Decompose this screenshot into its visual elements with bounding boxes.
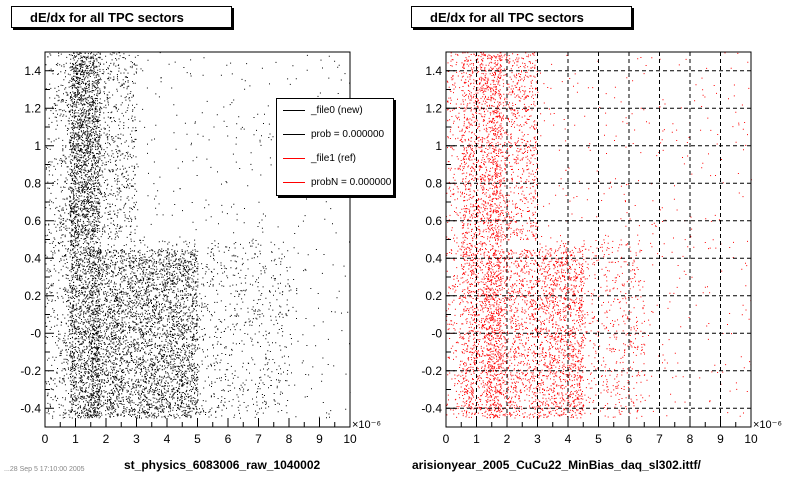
left-x-tick-label-9: 9 xyxy=(316,432,323,446)
left-x-tick-label-5: 5 xyxy=(194,432,201,446)
legend-entry-file0: _file0 (new) xyxy=(277,99,393,123)
right-y-tick-label-6: 0.8 xyxy=(425,176,442,190)
left-x-tick-label-6: 6 xyxy=(225,432,232,446)
right-y-tick-label-4: 0.4 xyxy=(425,251,442,265)
right-y-tick-label-5: 0.6 xyxy=(425,214,442,228)
left-y-tick-label-1: -0.2 xyxy=(20,364,41,378)
legend-entry-probn: probN = 0.000000 xyxy=(277,171,393,195)
right-y-tick-label-9: 1.4 xyxy=(425,64,442,78)
right-plot-area xyxy=(446,52,751,427)
right-y-tick-label-7: 1 xyxy=(435,139,442,153)
right-point-cloud xyxy=(446,52,752,419)
right-x-tick-label-2: 2 xyxy=(504,432,511,446)
legend-label-file1: _file1 (ref) xyxy=(311,153,357,164)
left-y-tick-label-3: 0.2 xyxy=(24,289,41,303)
left-point-cloud xyxy=(45,52,351,419)
right-x-tick-label-3: 3 xyxy=(534,432,541,446)
left-x-tick-label-4: 4 xyxy=(164,432,171,446)
left-y-axis: -0.4 -0.2 -0 0.2 0.4 0.6 0.8 1 1.2 1.4 xyxy=(20,64,54,415)
right-x-tick-label-0: 0 xyxy=(443,432,450,446)
right-y-axis: -0.4 -0.2 -0 0.2 0.4 0.6 0.8 1 1.2 1.4 xyxy=(421,64,455,415)
right-x-tick-label-6: 6 xyxy=(626,432,633,446)
right-y-tick-label-2: -0 xyxy=(431,326,442,340)
left-x-tick-label-7: 7 xyxy=(255,432,262,446)
legend-box[interactable]: _file0 (new) prob = 0.000000 _file1 (ref… xyxy=(276,98,394,196)
left-y-tick-label-9: 1.4 xyxy=(24,64,41,78)
right-x-tick-label-4: 4 xyxy=(565,432,572,446)
right-x-tick-label-10: 10 xyxy=(744,432,758,446)
left-x-axis: 0 1 2 3 4 5 6 7 8 9 10×10⁻⁶ xyxy=(42,418,381,446)
right-x-tick-label-5: 5 xyxy=(595,432,602,446)
right-plot-title: dE/dx for all TPC sectors xyxy=(411,6,632,28)
left-x-tick-label-10: 10 xyxy=(343,432,357,446)
left-y-tick-label-2: -0 xyxy=(30,326,41,340)
left-x-tick-label-2: 2 xyxy=(103,432,110,446)
legend-label-file0: _file0 (new) xyxy=(311,105,363,116)
left-x-tick-label-3: 3 xyxy=(133,432,140,446)
left-file-label: st_physics_6083006_raw_1040002 xyxy=(124,458,321,472)
left-data-points xyxy=(45,52,351,419)
left-y-tick-label-0: -0.4 xyxy=(20,401,41,415)
right-y-tick-label-3: 0.2 xyxy=(425,289,442,303)
right-file-label: arisionyear_2005_CuCu22_MinBias_daq_sl30… xyxy=(412,458,701,472)
right-y-tick-label-8: 1.2 xyxy=(425,101,442,115)
left-y-tick-label-7: 1 xyxy=(34,139,41,153)
right-x-tick-label-7: 7 xyxy=(656,432,663,446)
right-grid xyxy=(446,52,751,427)
right-x-axis: 0 1 2 3 4 5 6 7 8 9 10×10⁻⁶ xyxy=(443,418,782,446)
left-x-tick-label-8: 8 xyxy=(286,432,293,446)
footer-date: ...28 Sep 5 17:10:00 2005 xyxy=(4,466,85,473)
right-data-points xyxy=(446,52,752,419)
left-plot-title: dE/dx for all TPC sectors xyxy=(11,6,232,28)
left-y-tick-label-5: 0.6 xyxy=(24,214,41,228)
left-x-exponent: ×10⁻⁶ xyxy=(352,419,381,431)
left-x-tick-label-1: 1 xyxy=(72,432,79,446)
right-y-tick-label-0: -0.4 xyxy=(421,401,442,415)
left-x-tick-label-0: 0 xyxy=(42,432,49,446)
legend-swatch-prob xyxy=(283,134,305,135)
right-x-exponent: ×10⁻⁶ xyxy=(753,419,782,431)
legend-swatch-file0 xyxy=(283,110,305,111)
legend-entry-prob: prob = 0.000000 xyxy=(277,123,393,147)
legend-label-prob: prob = 0.000000 xyxy=(311,129,385,140)
right-x-tick-label-8: 8 xyxy=(687,432,694,446)
left-y-tick-label-8: 1.2 xyxy=(24,101,41,115)
legend-swatch-probn xyxy=(283,182,305,183)
legend-entry-file1: _file1 (ref) xyxy=(277,147,393,171)
legend-swatch-file1 xyxy=(283,158,305,159)
right-scatter-plot: 0 1 2 3 4 5 6 7 8 9 10×10⁻⁶ -0.4 -0.2 -0 0.2 0.4 0.6 0.8 1… xyxy=(421,51,782,446)
right-x-tick-label-1: 1 xyxy=(473,432,480,446)
left-y-tick-label-4: 0.4 xyxy=(24,251,41,265)
right-y-tick-label-1: -0.2 xyxy=(421,364,442,378)
right-x-tick-label-9: 9 xyxy=(717,432,724,446)
legend-label-probn: probN = 0.000000 xyxy=(311,177,392,188)
left-y-tick-label-6: 0.8 xyxy=(24,176,41,190)
